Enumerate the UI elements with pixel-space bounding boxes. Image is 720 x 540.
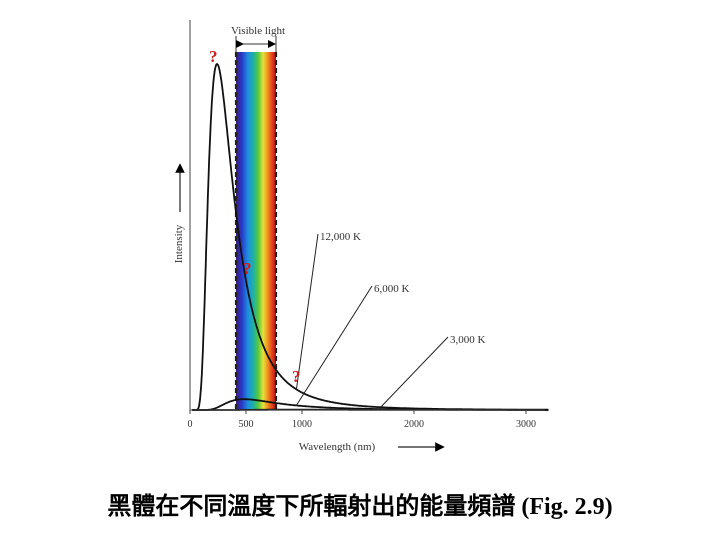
- x-axis-label: Wavelength (nm): [299, 441, 376, 453]
- figure-caption: 黑體在不同溫度下所輻射出的能量頻譜 (Fig. 2.9): [107, 494, 613, 520]
- x-tick-label-0: 0: [188, 419, 193, 430]
- visible-light-band: [236, 52, 276, 410]
- question-mark-6000k: ?: [243, 259, 252, 278]
- x-tick-label-1000: 1000: [292, 419, 312, 430]
- x-tick-label-2000: 2000: [404, 419, 424, 430]
- x-tick-label-500: 500: [239, 419, 254, 430]
- leader-line-6000k: [295, 285, 373, 406]
- series-label-12000k: 12,000 K: [320, 231, 361, 243]
- question-mark-3000k: ?: [292, 367, 301, 386]
- series-label-3000k: 3,000 K: [450, 334, 486, 346]
- leader-line-12000k: [295, 233, 319, 390]
- question-mark-12000k: ?: [209, 47, 218, 66]
- x-tick-label-3000: 3000: [516, 419, 536, 430]
- y-axis-label: Intensity: [173, 224, 185, 263]
- leader-line-3000k: [377, 336, 449, 411]
- visible-light-label: Visible light: [231, 25, 285, 37]
- series-label-6000k: 6,000 K: [374, 283, 410, 295]
- blackbody-chart: Visible light 0 500 1000 2000 3000 Intensity…: [173, 20, 549, 453]
